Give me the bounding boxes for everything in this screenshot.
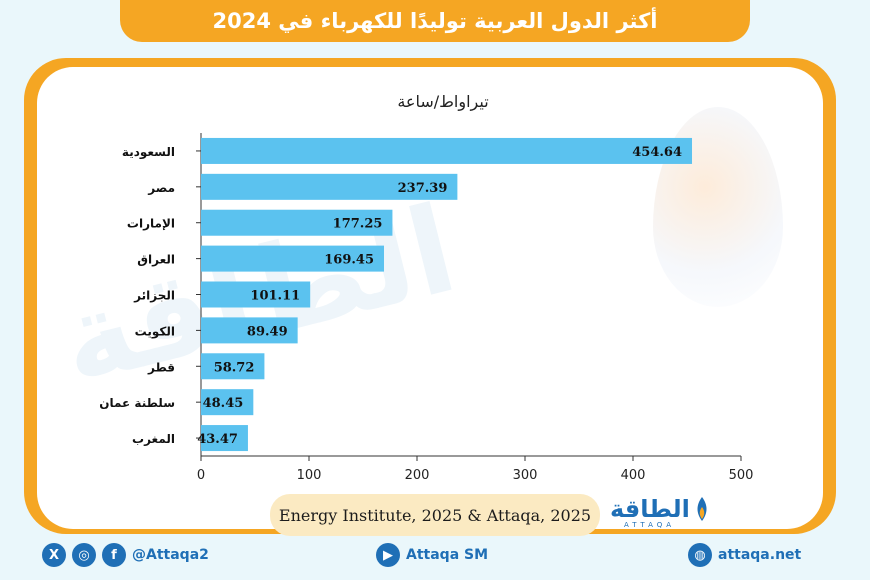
category-label: السعودية	[122, 145, 175, 160]
footer: X ◎ f @Attaqa2 ▶ Attaqa SM ◍ attaqa.net	[0, 535, 870, 580]
x-tick-label: 300	[513, 468, 538, 483]
category-label: الكويت	[135, 324, 175, 339]
flame-icon	[697, 497, 707, 521]
x-icon[interactable]: X	[42, 543, 66, 567]
source-pill: Energy Institute, 2025 & Attaqa, 2025	[270, 494, 600, 536]
bar-value-label: 58.72	[214, 360, 255, 375]
category-label: الإمارات	[127, 217, 175, 231]
bar-value-label: 454.64	[632, 145, 682, 160]
instagram-icon[interactable]: ◎	[72, 543, 96, 567]
bar	[201, 425, 248, 452]
website-link[interactable]: ◍ attaqa.net	[688, 543, 801, 567]
bar	[201, 245, 385, 272]
attaqa-logo: الطاقة ATTAQA	[610, 492, 710, 529]
bar-value-label: 43.47	[197, 432, 238, 447]
youtube-link[interactable]: ▶ Attaqa SM	[376, 543, 488, 567]
x-tick-label: 0	[197, 468, 205, 483]
bar-value-label: 89.49	[247, 324, 288, 339]
category-label: قطر	[147, 360, 175, 374]
category-label: مصر	[147, 181, 175, 195]
bar	[201, 389, 254, 416]
title-banner: أكثر الدول العربية توليدًا للكهرباء في 2…	[120, 0, 750, 42]
bar	[201, 173, 458, 200]
category-label: العراق	[137, 253, 175, 267]
x-tick-label: 400	[621, 468, 646, 483]
logo-text: الطاقة	[610, 495, 690, 523]
bar-value-label: 237.39	[398, 181, 448, 196]
bar-value-label: 48.45	[203, 396, 244, 411]
bar	[201, 209, 393, 236]
bar	[201, 353, 265, 380]
bar-value-label: 177.25	[333, 217, 383, 232]
x-tick-label: 200	[405, 468, 430, 483]
bar	[201, 281, 311, 308]
category-label: المغرب	[132, 432, 175, 446]
social-handle[interactable]: @Attaqa2	[132, 547, 209, 563]
category-label: سلطنة عمان	[99, 396, 175, 410]
bar	[201, 317, 298, 344]
chart-unit-title: تيراواط/ساعة	[397, 92, 488, 112]
chart-title: أكثر الدول العربية توليدًا للكهرباء في 2…	[212, 9, 658, 33]
x-tick-label: 100	[297, 468, 322, 483]
youtube-icon: ▶	[376, 543, 400, 567]
category-label: الجزائر	[133, 289, 175, 303]
bar-value-label: 101.11	[250, 289, 300, 304]
globe-icon: ◍	[688, 543, 712, 567]
x-tick-label: 500	[729, 468, 754, 483]
bar	[201, 137, 693, 164]
logo-latin: ATTAQA	[624, 521, 676, 529]
website-url: attaqa.net	[718, 547, 802, 563]
youtube-handle: Attaqa SM	[406, 547, 489, 563]
social-links: X ◎ f @Attaqa2	[42, 543, 209, 567]
bar-value-label: 169.45	[324, 253, 374, 268]
source-text: Energy Institute, 2025 & Attaqa, 2025	[278, 505, 592, 525]
facebook-icon[interactable]: f	[102, 543, 126, 567]
